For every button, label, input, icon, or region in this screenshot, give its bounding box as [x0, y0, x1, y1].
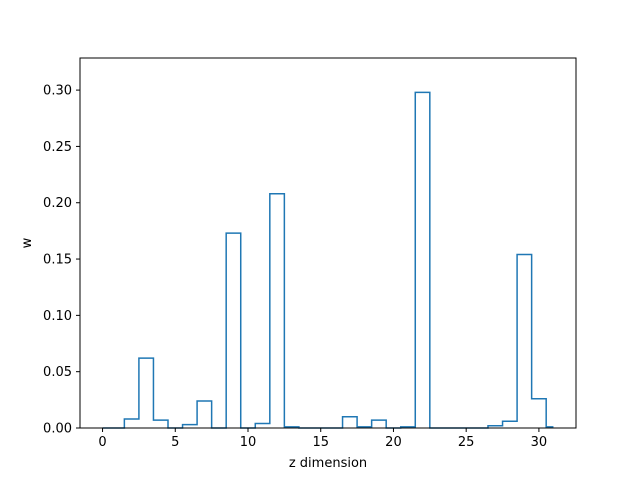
x-tick-label: 25	[458, 435, 475, 450]
y-tick-label: 0.20	[43, 196, 72, 211]
y-tick-label: 0.25	[43, 140, 72, 155]
x-tick-label: 5	[171, 435, 179, 450]
x-axis-ticks: 0 5 10 15 20 25 30	[98, 428, 547, 450]
x-tick-label: 10	[240, 435, 257, 450]
y-axis-ticks: 0.00 0.05 0.10 0.15 0.20 0.25 0.30	[43, 84, 80, 437]
x-tick-label: 20	[385, 435, 402, 450]
y-tick-label: 0.10	[43, 309, 72, 324]
y-tick-label: 0.00	[43, 422, 72, 437]
y-tick-label: 0.15	[43, 253, 72, 268]
x-tick-label: 30	[531, 435, 548, 450]
y-tick-label: 0.30	[43, 84, 72, 99]
x-tick-label: 0	[98, 435, 106, 450]
x-tick-label: 15	[312, 435, 329, 450]
x-axis-label: z dimension	[289, 456, 367, 471]
axes-frame	[79, 57, 577, 429]
y-tick-label: 0.05	[43, 365, 72, 380]
y-axis-label: w	[20, 237, 35, 248]
